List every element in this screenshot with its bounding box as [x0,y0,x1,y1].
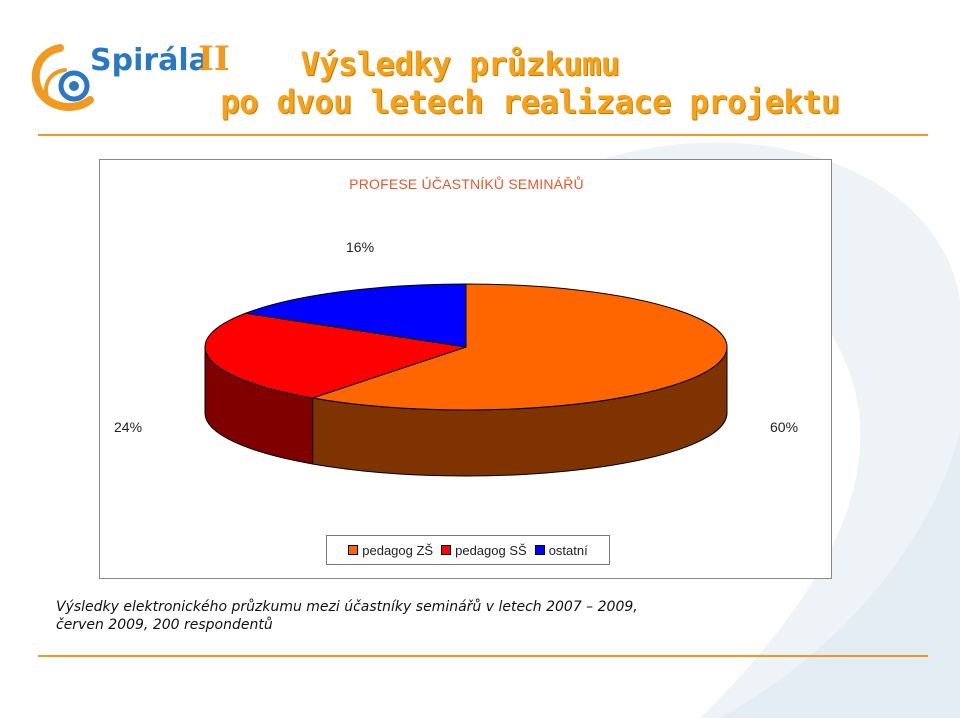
svg-text:II: II [198,39,230,79]
page-title-line2: po dvou letech realizace projektu [220,83,840,121]
bottom-divider [38,655,928,657]
pie-chart-panel: PROFESE ÚČASTNÍKŮ SEMINÁŘŮ 16% 24% 60% p… [99,159,832,579]
legend-item-pedagog-zs: pedagog ZŠ [348,543,433,558]
legend-swatch-orange [348,545,359,555]
legend-label: ostatní [548,542,588,558]
caption-line2: červen 2009, 200 respondentů [56,617,273,633]
pie-slice-pedagog-zs [312,283,728,411]
legend-swatch-blue [534,545,545,555]
caption-line1: Výsledky elektronického průzkumu mezi úč… [56,599,638,615]
legend-swatch-red [441,545,452,555]
legend-label: pedagog ZŠ [362,542,434,558]
legend-item-pedagog-ss: pedagog SŠ [441,543,527,558]
chart-title: PROFESE ÚČASTNÍKŮ SEMINÁŘŮ [349,176,584,192]
data-label-pedagog-zs: 60% [770,419,799,435]
spirala-logo: Spirála II [31,39,230,111]
legend-label: pedagog SŠ [455,542,527,558]
svg-text:Spirála: Spirála [90,43,209,78]
legend-item-ostatni: ostatní [534,542,588,558]
pie-slice-ostatni [243,283,467,348]
data-label-pedagog-ss: 24% [114,419,143,435]
top-divider [38,134,928,136]
page-title-line1: Výsledky průzkumu [300,45,620,83]
data-label-ostatni: 16% [346,239,375,255]
chart-legend: pedagog ZŠ pedagog SŠ ostatní [326,535,610,565]
pie-slice-pedagog-ss [204,312,467,399]
survey-caption: Výsledky elektronického průzkumu mezi úč… [56,598,916,634]
pie-chart [204,283,728,477]
